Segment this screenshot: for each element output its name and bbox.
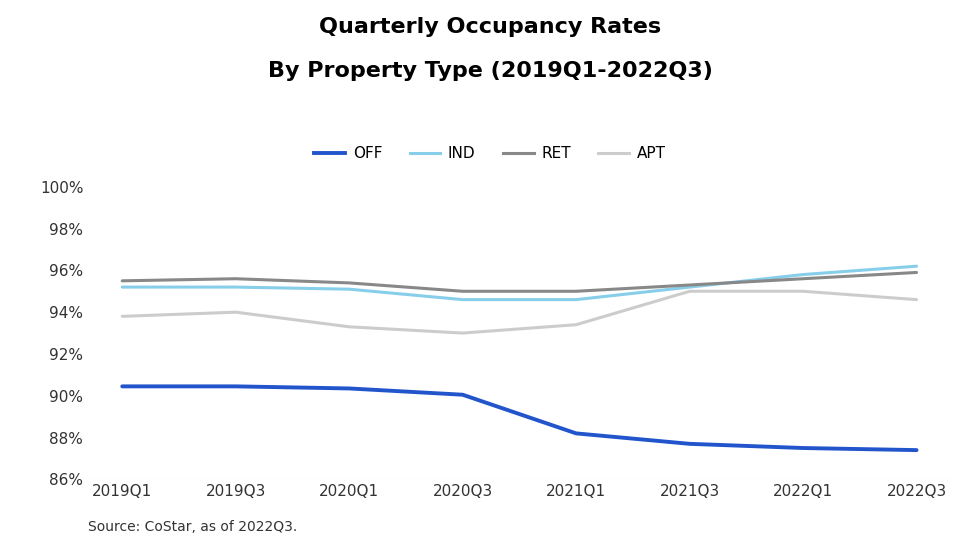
IND: [230, 284, 242, 290]
APT: [797, 288, 808, 295]
OFF: [570, 430, 582, 437]
APT: [910, 296, 922, 303]
Text: Source: CoStar, as of 2022Q3.: Source: CoStar, as of 2022Q3.: [88, 521, 298, 534]
OFF: [684, 441, 696, 447]
IND: [797, 271, 808, 278]
Line: APT: APT: [122, 291, 916, 333]
RET: [684, 282, 696, 288]
OFF: [457, 391, 468, 398]
Line: RET: RET: [122, 272, 916, 291]
RET: [570, 288, 582, 295]
IND: [343, 286, 355, 293]
Legend: OFF, IND, RET, APT: OFF, IND, RET, APT: [309, 140, 671, 167]
APT: [684, 288, 696, 295]
APT: [230, 309, 242, 316]
RET: [343, 279, 355, 286]
Text: Quarterly Occupancy Rates: Quarterly Occupancy Rates: [318, 17, 662, 36]
Text: By Property Type (2019Q1-2022Q3): By Property Type (2019Q1-2022Q3): [268, 61, 712, 80]
OFF: [910, 447, 922, 453]
RET: [457, 288, 468, 295]
IND: [570, 296, 582, 303]
IND: [910, 263, 922, 269]
OFF: [230, 383, 242, 390]
IND: [117, 284, 128, 290]
OFF: [797, 445, 808, 451]
OFF: [343, 385, 355, 392]
RET: [230, 276, 242, 282]
RET: [117, 278, 128, 284]
OFF: [117, 383, 128, 390]
APT: [117, 313, 128, 320]
IND: [684, 284, 696, 290]
APT: [570, 321, 582, 328]
IND: [457, 296, 468, 303]
APT: [457, 329, 468, 336]
Line: IND: IND: [122, 266, 916, 300]
RET: [910, 269, 922, 276]
APT: [343, 323, 355, 330]
RET: [797, 276, 808, 282]
Line: OFF: OFF: [122, 386, 916, 450]
